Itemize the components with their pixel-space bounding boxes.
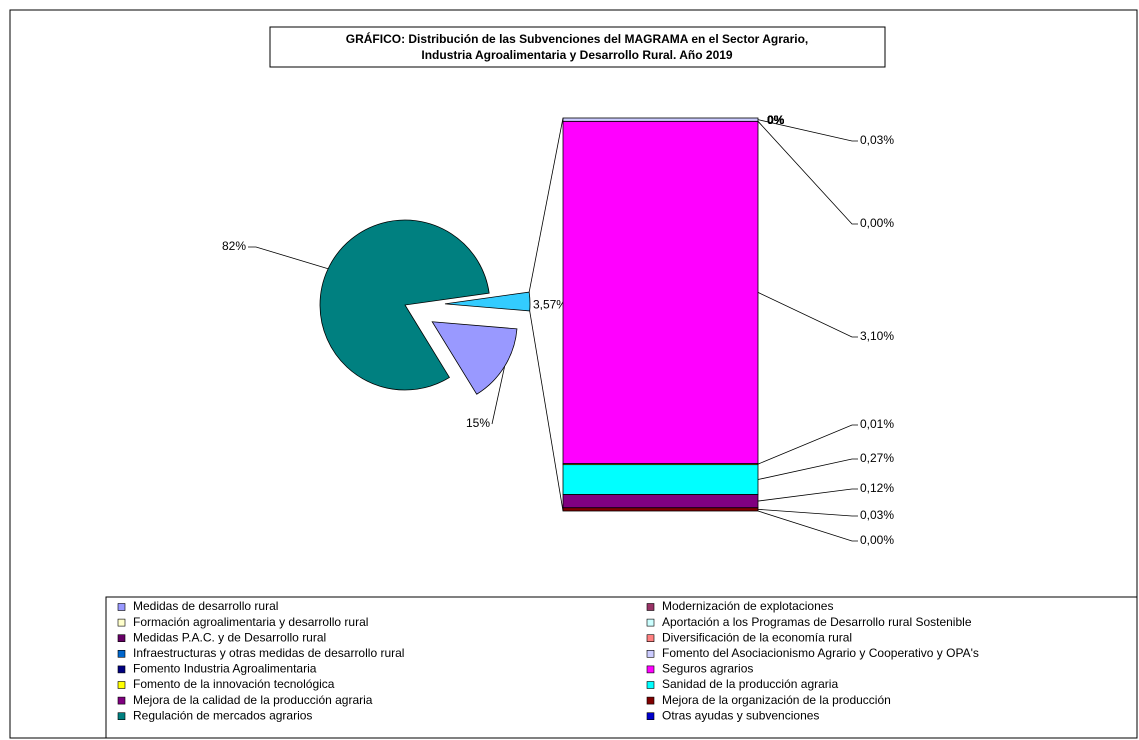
legend-label: Diversificación de la economía rural	[662, 630, 852, 644]
data-label: 0%	[767, 113, 785, 127]
connector-line	[529, 310, 564, 512]
data-label: 0%	[767, 113, 785, 127]
bar-segment	[562, 120, 759, 464]
legend-swatch	[117, 603, 126, 611]
pie-slice	[319, 219, 490, 391]
data-label: 3,10%	[860, 329, 894, 343]
legend-swatch	[646, 696, 655, 705]
legend-swatch	[117, 649, 126, 658]
chart-title: Industria Agroalimentaria y Desarrollo R…	[421, 48, 733, 62]
data-label: 0,12%	[860, 481, 894, 495]
leader-line	[491, 366, 506, 425]
bar-segment	[562, 464, 759, 495]
legend-swatch	[117, 618, 126, 627]
legend-swatch	[646, 634, 655, 643]
legend-label: Fomento Industria Agroalimentaria	[133, 662, 317, 676]
data-label: 0%	[767, 113, 785, 127]
data-label: 0%	[767, 113, 785, 127]
legend-label: Mejora de la organización de la producci…	[662, 693, 891, 707]
chart-title: GRÁFICO: Distribución de las Subvencione…	[346, 31, 809, 46]
pie-slice	[431, 321, 518, 395]
legend-label: Fomento del Asociacionismo Agrario y Coo…	[662, 646, 979, 660]
legend-label: Mejora de la calidad de la producción ag…	[133, 693, 373, 707]
data-label: 0%	[767, 113, 785, 127]
pie-slice	[444, 291, 531, 312]
leader-line	[757, 458, 858, 480]
data-label: 3,57%	[533, 298, 567, 312]
bar-segment	[562, 507, 759, 512]
leader-line	[757, 424, 858, 465]
legend-swatch	[646, 603, 655, 611]
title-box	[269, 26, 886, 68]
data-label: 0,01%	[860, 417, 894, 431]
bar-segment	[562, 494, 759, 509]
legend-swatch	[646, 712, 655, 721]
legend-label: Medidas de desarrollo rural	[133, 599, 278, 613]
connector-line	[528, 117, 564, 293]
leader-line	[757, 488, 858, 502]
legend-label: Seguros agrarios	[662, 662, 753, 676]
legend-swatch	[646, 665, 655, 674]
data-label: 0,27%	[860, 451, 894, 465]
legend-label: Aportación a los Programas de Desarrollo…	[662, 615, 972, 629]
leader-line	[757, 510, 858, 542]
data-label: 0,03%	[860, 133, 894, 147]
leader-line	[757, 121, 858, 225]
legend-label: Infraestructuras y otras medidas de desa…	[133, 646, 404, 660]
legend-label: Medidas P.A.C. y de Desarrollo rural	[133, 630, 326, 644]
bar-segment	[562, 117, 759, 122]
legend-swatch	[117, 696, 126, 705]
legend-swatch	[646, 681, 655, 689]
legend-label: Formación agroalimentaria y desarrollo r…	[133, 615, 368, 629]
data-label: 15%	[466, 416, 490, 430]
legend-swatch	[646, 649, 655, 658]
leader-line	[757, 119, 858, 142]
data-label: 0,00%	[860, 216, 894, 230]
legend-label: Fomento de la innovación tecnológica	[133, 677, 335, 691]
legend-box	[105, 596, 1138, 739]
leader-line	[757, 292, 858, 338]
legend-label: Otras ayudas y subvenciones	[662, 708, 819, 722]
leader-line	[248, 246, 329, 270]
legend-swatch	[117, 665, 126, 674]
legend-swatch	[646, 618, 655, 627]
legend-label: Sanidad de la producción agraria	[662, 677, 838, 691]
legend-label: Regulación de mercados agrarios	[133, 708, 312, 722]
data-label: 0%	[767, 113, 785, 127]
legend-label: Modernización de explotaciones	[662, 599, 833, 613]
legend-swatch	[117, 634, 126, 643]
legend-swatch	[117, 681, 126, 689]
data-label: 0,03%	[860, 508, 894, 522]
data-label: 82%	[222, 239, 246, 253]
data-label: 0,00%	[860, 533, 894, 547]
leader-line	[757, 508, 858, 517]
legend-swatch	[117, 712, 126, 721]
